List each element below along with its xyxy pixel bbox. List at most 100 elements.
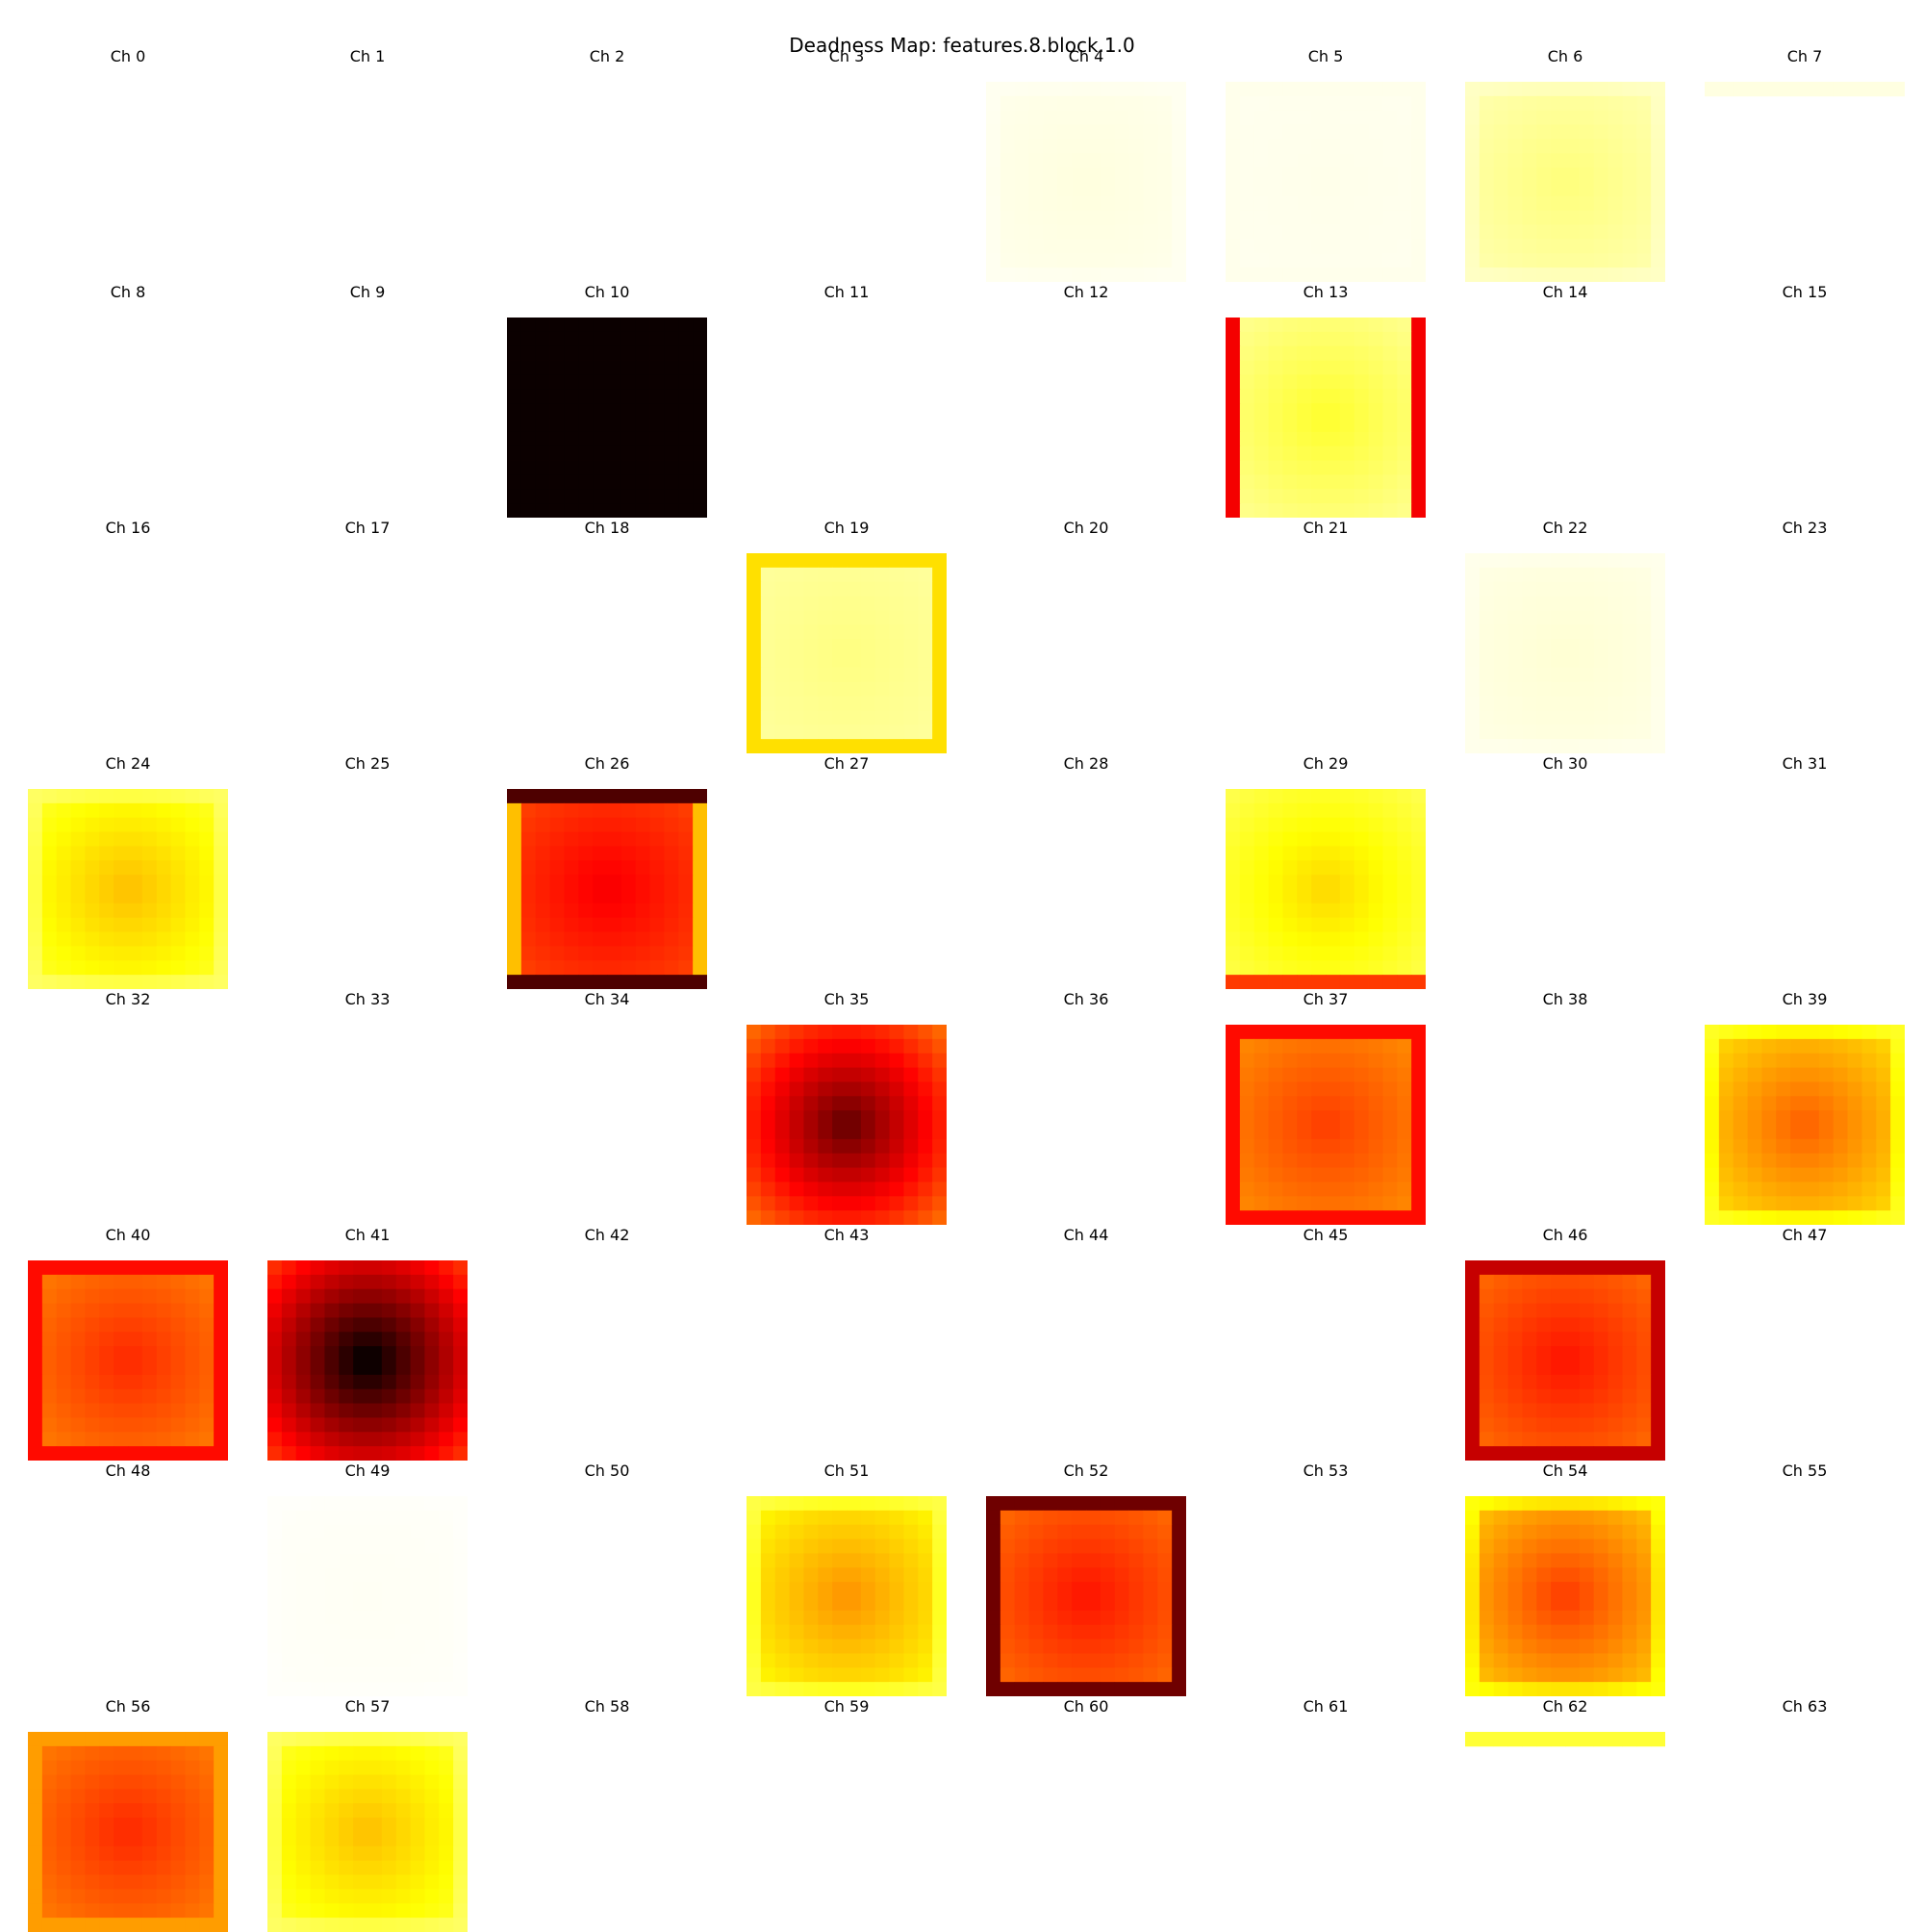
heatmap-cell	[281, 1774, 297, 1790]
heatmap-cell	[1239, 789, 1255, 804]
heatmap-cell	[774, 1081, 790, 1097]
heatmap-cell	[889, 1610, 904, 1626]
heatmap-cell	[99, 1832, 114, 1847]
heatmap-cell	[56, 1818, 71, 1833]
heatmap-cell	[803, 724, 819, 740]
heatmap-cell	[918, 1096, 933, 1111]
heatmap-cell	[128, 931, 143, 947]
heatmap-cell	[1593, 1610, 1608, 1626]
heatmap-cell	[1354, 917, 1369, 932]
heatmap-cell	[1253, 1081, 1269, 1097]
heatmap-cell	[1086, 82, 1101, 97]
heatmap-cell	[1622, 1567, 1637, 1583]
heatmap-cell	[1593, 639, 1608, 654]
channel-heatmap	[267, 789, 468, 989]
heatmap-cell	[367, 1510, 383, 1526]
heatmap-cell	[1608, 610, 1623, 625]
heatmap-cell	[1479, 1732, 1495, 1747]
heatmap-cell	[1311, 210, 1327, 225]
heatmap-cell	[310, 1260, 325, 1276]
heatmap-cell	[1608, 581, 1623, 597]
heatmap-cell	[1143, 124, 1158, 140]
heatmap-cell	[1239, 195, 1255, 212]
heatmap-cell	[1226, 431, 1241, 447]
heatmap-cell	[1776, 1125, 1791, 1140]
heatmap-cell	[1368, 153, 1383, 168]
heatmap-cell	[1493, 167, 1508, 183]
heatmap-cell	[1622, 195, 1637, 212]
heatmap-cell	[1072, 1624, 1087, 1640]
heatmap-cell	[760, 1053, 776, 1068]
heatmap-cell	[1114, 253, 1129, 268]
heatmap-cell	[564, 831, 579, 847]
heatmap-cell	[1114, 267, 1129, 282]
heatmap-cell	[664, 445, 679, 461]
heatmap-cell	[439, 1553, 454, 1568]
heatmap-cell	[1465, 210, 1481, 225]
heatmap-cell	[747, 1053, 762, 1068]
heatmap-cell	[1411, 445, 1426, 461]
heatmap-cell	[1114, 167, 1129, 183]
heatmap-cell	[1368, 1196, 1383, 1211]
heatmap-cell	[1465, 610, 1481, 625]
heatmap-cell	[1397, 489, 1412, 504]
heatmap-cell	[381, 1274, 397, 1290]
heatmap-cell	[1339, 195, 1355, 212]
heatmap-cell	[1382, 403, 1398, 419]
heatmap-cell	[1465, 1538, 1481, 1554]
heatmap-cell	[114, 1832, 129, 1847]
heatmap-cell	[1411, 1025, 1426, 1040]
heatmap-cell	[1622, 267, 1637, 282]
heatmap-cell	[1368, 224, 1383, 240]
heatmap-cell	[1565, 195, 1581, 212]
heatmap-cell	[1608, 1667, 1623, 1683]
heatmap-cell	[267, 1667, 283, 1683]
heatmap-cell	[1522, 153, 1537, 168]
heatmap-cell	[760, 681, 776, 697]
heatmap-cell	[1493, 681, 1508, 697]
heatmap-cell	[1622, 653, 1637, 669]
heatmap-cell	[128, 831, 143, 847]
heatmap-cell	[1733, 1038, 1748, 1055]
heatmap-cell	[1608, 624, 1623, 640]
heatmap-cell	[564, 403, 579, 419]
heatmap-cell	[832, 1553, 848, 1568]
heatmap-cell	[1622, 1403, 1637, 1418]
heatmap-cell	[747, 710, 762, 725]
heatmap-cell	[649, 789, 665, 804]
heatmap-cell	[1551, 124, 1566, 140]
heatmap-cell	[1226, 253, 1241, 268]
heatmap-cell	[578, 960, 594, 976]
heatmap-cell	[1718, 1067, 1734, 1082]
heatmap-cell	[1311, 817, 1327, 832]
heatmap-cell	[1368, 1210, 1383, 1225]
heatmap-cell	[367, 1653, 383, 1668]
heatmap-cell	[1239, 860, 1255, 876]
heatmap-cell	[1493, 1639, 1508, 1654]
heatmap-cell	[774, 1624, 790, 1640]
heatmap-cell	[99, 946, 114, 961]
heatmap-cell	[1651, 1667, 1665, 1683]
heatmap-cell	[932, 1596, 947, 1612]
heatmap-cell	[1493, 1403, 1508, 1418]
heatmap-cell	[1622, 739, 1637, 753]
heatmap-cell	[1072, 95, 1087, 112]
heatmap-cell	[295, 1774, 311, 1790]
heatmap-cell	[281, 1374, 297, 1390]
heatmap-cell	[1636, 182, 1652, 197]
heatmap-cell	[295, 1639, 311, 1654]
heatmap-cell	[1565, 1274, 1581, 1290]
heatmap-cell	[199, 846, 215, 861]
channel-title: Ch 8	[110, 283, 146, 301]
heatmap-cell	[1143, 182, 1158, 197]
channel-title: Ch 63	[1782, 1697, 1828, 1716]
heatmap-cell	[1297, 267, 1312, 282]
heatmap-cell	[310, 1524, 325, 1539]
heatmap-cell	[185, 1860, 200, 1875]
heatmap-cell	[1761, 1025, 1777, 1040]
heatmap-cell	[1239, 153, 1255, 168]
heatmap-cell	[918, 1038, 933, 1055]
heatmap-cell	[1465, 1624, 1481, 1640]
heatmap-cell	[295, 1860, 311, 1875]
heatmap-cell	[324, 1317, 340, 1333]
